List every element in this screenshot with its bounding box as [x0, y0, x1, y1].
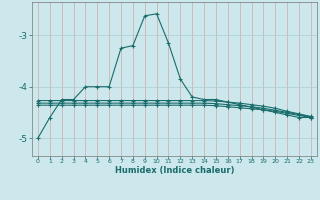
X-axis label: Humidex (Indice chaleur): Humidex (Indice chaleur) [115, 166, 234, 175]
